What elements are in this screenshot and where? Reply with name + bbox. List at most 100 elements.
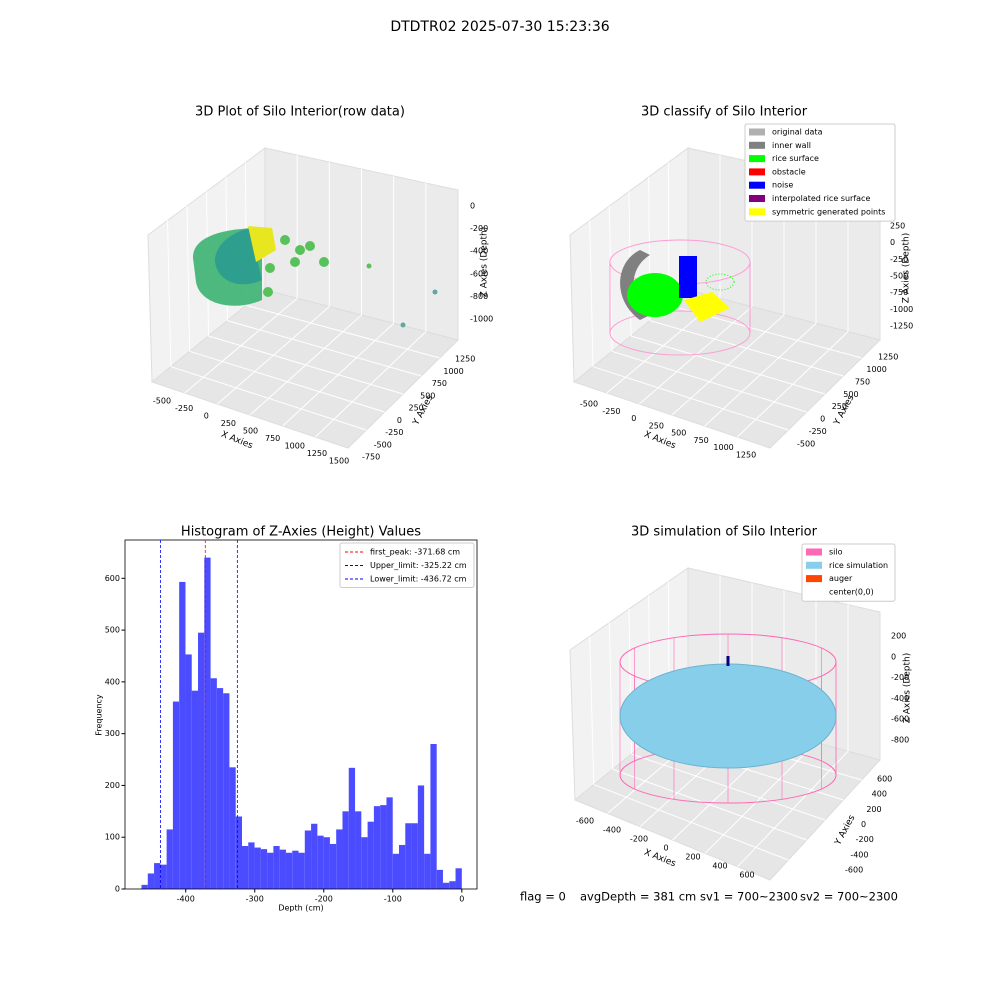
bar — [241, 846, 249, 889]
bar — [417, 785, 425, 889]
y-tick-label: 100 — [105, 833, 120, 842]
bar — [367, 821, 374, 889]
x-tick-label: -200 — [315, 895, 333, 904]
cloud-hi — [248, 226, 276, 262]
pane-grid — [167, 220, 172, 367]
legend-swatch — [749, 168, 765, 176]
axes-frame — [124, 539, 478, 890]
tick-label: 0 — [890, 238, 895, 247]
axis-label: Y Axies — [833, 813, 858, 848]
tick-label: -600 — [576, 817, 594, 826]
legend-label: auger — [829, 574, 853, 583]
tick-label: -500 — [797, 440, 815, 449]
tick-label: -750 — [890, 288, 908, 297]
legend-label: center(0,0) — [829, 587, 874, 596]
tick-label: 1000 — [866, 365, 886, 374]
bar — [298, 852, 305, 889]
tick-label: 400 — [872, 790, 887, 799]
status-text: sv2 = 700~2300 — [800, 890, 898, 904]
noise — [679, 256, 697, 298]
legend-swatch — [749, 128, 765, 136]
bar — [172, 701, 180, 889]
cloud-point — [265, 263, 275, 273]
bar — [355, 811, 362, 889]
bar — [455, 868, 462, 889]
tick-label: -200 — [470, 224, 488, 233]
tick-label: -250 — [809, 427, 827, 436]
tick-label: 1000 — [443, 367, 463, 376]
tick-label: 1250 — [455, 355, 475, 364]
bar — [260, 849, 268, 889]
legend-label: rice simulation — [829, 561, 888, 570]
cloud-point — [290, 257, 300, 267]
legend-label: Lower_limit: -436.72 cm — [370, 575, 467, 584]
tick-label: -250 — [385, 428, 403, 437]
generated — [684, 292, 730, 322]
tick-label: 250 — [409, 404, 424, 413]
axis-label: Z Axies (Depth) — [902, 233, 912, 304]
bar — [273, 846, 280, 889]
tick-label: 200 — [866, 805, 881, 814]
bar — [317, 835, 324, 889]
tick-label: 0 — [891, 652, 896, 661]
bar — [405, 823, 412, 889]
tick-label: 0 — [663, 844, 668, 853]
legend-label: original data — [772, 128, 823, 137]
panel-title: 3D classify of Silo Interior — [641, 105, 808, 120]
legend-box — [744, 123, 896, 222]
tick-label: -250 — [602, 407, 620, 416]
tick-label: 750 — [694, 436, 709, 445]
y-tick-label: 200 — [105, 781, 120, 790]
legend-swatch — [749, 208, 765, 216]
bar — [386, 797, 393, 889]
bar — [430, 744, 437, 889]
bar — [279, 849, 286, 889]
bar — [348, 767, 356, 889]
tick-label: -600 — [845, 866, 863, 875]
bar — [179, 581, 186, 889]
tick-label: 500 — [420, 391, 435, 400]
bar — [254, 847, 261, 889]
tick-label: -250 — [890, 255, 908, 264]
tick-label: 500 — [243, 427, 258, 436]
legend-label: noise — [772, 181, 793, 190]
legend-label: rice surface — [772, 154, 819, 163]
cloud-point — [366, 263, 372, 269]
bar — [292, 850, 299, 889]
tick-label: 600 — [739, 871, 754, 880]
silo-sides — [609, 262, 751, 333]
legend-swatch — [749, 181, 765, 189]
x-tick-label: 0 — [459, 895, 464, 904]
tick-label: 250 — [649, 421, 664, 430]
bar — [223, 693, 230, 889]
tick-label: 750 — [432, 379, 447, 388]
figure-title: DTDTR02 2025-07-30 15:23:36 — [390, 19, 609, 35]
pane-grid — [589, 636, 595, 785]
bar — [160, 864, 167, 889]
inner-wall — [620, 250, 650, 320]
legend-swatch — [806, 561, 822, 569]
legend-label: Upper_limit: -325.22 cm — [370, 561, 467, 570]
tick-label: 500 — [843, 390, 858, 399]
bar — [166, 829, 173, 889]
bar — [267, 852, 274, 889]
bar — [304, 830, 312, 889]
tick-label: 0 — [470, 202, 475, 211]
y-tick-label: 600 — [105, 574, 120, 583]
bar — [380, 805, 387, 889]
bar — [361, 837, 368, 889]
status-text: avgDepth = 381 cm — [580, 890, 696, 904]
legend-label: first_peak: -371.68 cm — [370, 548, 460, 557]
legend-swatch — [749, 195, 765, 202]
bar — [285, 852, 293, 889]
cloud-point — [263, 287, 273, 297]
y-tick-label: 0 — [115, 885, 120, 894]
bar — [373, 806, 381, 889]
tick-label: -200 — [856, 835, 874, 844]
tick-label: -800 — [470, 292, 488, 301]
tick-label: -800 — [891, 736, 909, 745]
tick-label: -500 — [374, 440, 392, 449]
bar — [204, 557, 211, 889]
legend-box — [339, 542, 475, 588]
